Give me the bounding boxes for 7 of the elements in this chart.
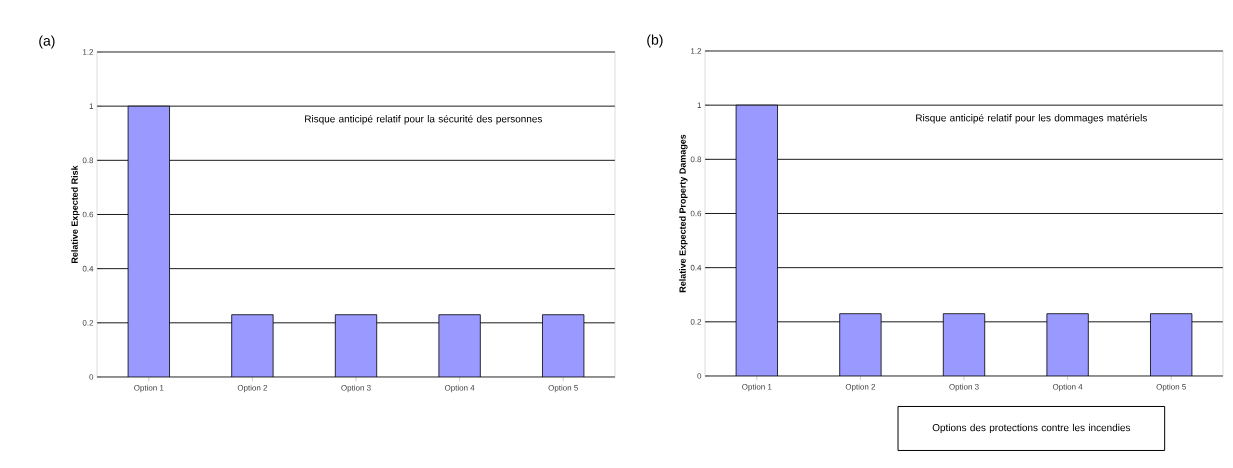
y-axis-title: Relative Expected Risk xyxy=(71,165,80,263)
x-axis-title: Options des protections contre les incendies xyxy=(932,423,1131,434)
chart-title: (b) xyxy=(647,34,663,48)
y-axis-title: Relative Expected Property Damages xyxy=(679,134,688,293)
chart-title: (a) xyxy=(39,35,55,49)
annotation: Risque anticipé relatif pour les dommages matériels xyxy=(916,113,1147,124)
annotation: Risque anticipé relatif pour la sécurité des personnes xyxy=(305,114,543,125)
